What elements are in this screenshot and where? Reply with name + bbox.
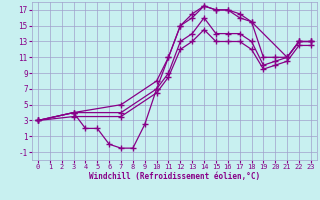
X-axis label: Windchill (Refroidissement éolien,°C): Windchill (Refroidissement éolien,°C) [89, 172, 260, 181]
